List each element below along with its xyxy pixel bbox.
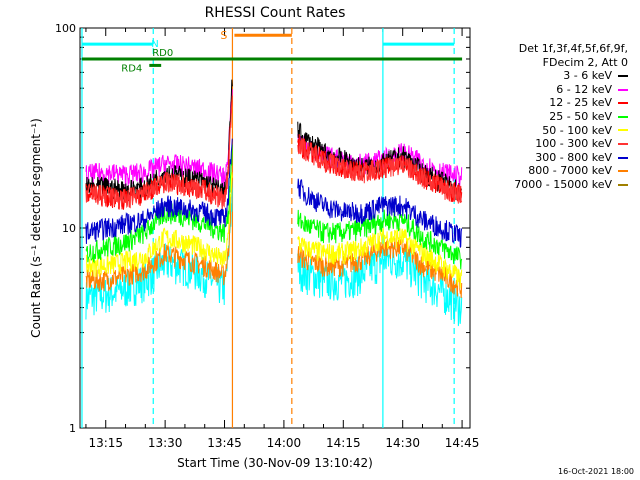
x-tick-label: 14:15 [326, 436, 361, 450]
legend-label: 7000 - 15000 keV [514, 177, 612, 191]
series-line [297, 209, 463, 270]
series-line [297, 178, 463, 248]
legend-swatch [618, 156, 628, 159]
series-line [297, 227, 463, 289]
x-tick-label: 13:30 [148, 436, 183, 450]
flag-label: N [151, 39, 158, 50]
legend-label: 50 - 100 keV [542, 123, 612, 137]
series-line [85, 89, 233, 188]
y-tick-label: 10 [62, 222, 76, 235]
legend-header: FDecim 2, Att 0 [542, 55, 628, 69]
legend-swatch [618, 74, 628, 77]
footer-timestamp: 16-Oct-2021 18:00 [558, 467, 634, 476]
series-line [297, 137, 463, 204]
chart-title: RHESSI Count Rates [205, 5, 346, 21]
y-tick-label: 1 [69, 422, 76, 435]
legend-label: 12 - 25 keV [549, 96, 612, 110]
legend-entry: 25 - 50 keV [514, 110, 628, 124]
legend-label: 25 - 50 keV [549, 109, 612, 123]
flag-label: RD0 [152, 48, 173, 59]
legend-label: 300 - 800 keV [535, 150, 612, 164]
legend-entry: 800 - 7000 keV [514, 164, 628, 178]
plot-axes [79, 27, 471, 429]
legend-entry: 100 - 300 keV [514, 137, 628, 151]
y-axis-label: Count Rate (s⁻¹ detector segment⁻¹) [29, 118, 43, 338]
flag-label: S [220, 29, 227, 42]
legend-swatch [618, 183, 628, 186]
x-tick-label: 13:15 [88, 436, 123, 450]
legend-label: 800 - 7000 keV [528, 164, 612, 178]
series-line [85, 144, 233, 264]
series-lines [85, 79, 463, 327]
legend-header: Det 1f,3f,4f,5f,6f,9f, [518, 42, 628, 55]
legend-entry: 12 - 25 keV [514, 96, 628, 110]
series-line [85, 176, 233, 292]
legend-entry: 300 - 800 keV [514, 151, 628, 165]
x-tick-label: 14:30 [385, 436, 420, 450]
legend-swatch [618, 142, 628, 145]
legend-label: 3 - 6 keV [563, 69, 612, 83]
flag-label: RD4 [121, 63, 142, 74]
series-line [85, 172, 233, 278]
legend-entry: 7000 - 15000 keV [514, 178, 628, 192]
x-tick-label: 14:00 [267, 436, 302, 450]
legend-swatch [618, 170, 628, 173]
legend-entry: 6 - 12 keV [514, 83, 628, 97]
legend-entry: 3 - 6 keV [514, 69, 628, 83]
series-line [297, 134, 463, 203]
legend-swatch [618, 102, 628, 105]
series-line [85, 138, 233, 244]
x-tick-label: 14:45 [445, 436, 480, 450]
flag-bars [81, 33, 463, 67]
x-tick-label: 13:45 [207, 436, 242, 450]
legend-swatch [618, 88, 628, 91]
series-line [85, 95, 233, 210]
legend-swatch [618, 115, 628, 118]
x-axis-label: Start Time (30-Nov-09 13:10:42) [177, 456, 373, 470]
legend-label: 100 - 300 keV [535, 137, 612, 151]
y-tick-label: 100 [55, 22, 76, 35]
legend-swatch [618, 129, 628, 132]
legend-label: 6 - 12 keV [556, 82, 612, 96]
legend-entry: 50 - 100 keV [514, 124, 628, 138]
chart-text: 1 10 100 13:15 13:30 13:45 14:00 14:15 14:30 14:4… [29, 5, 479, 470]
